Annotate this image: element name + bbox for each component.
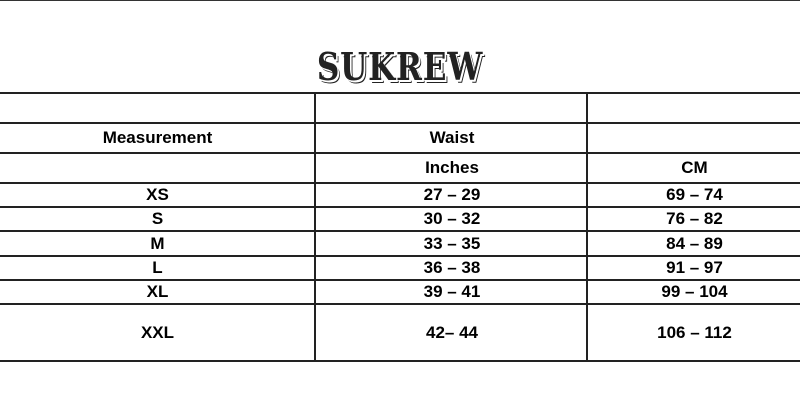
inches-value: 30 – 32 [423, 209, 481, 228]
size-label: L [152, 258, 163, 277]
row-divider [0, 360, 800, 362]
size-label: S [151, 209, 164, 228]
row-divider [0, 122, 800, 124]
brand-logo: SUKREW [316, 44, 484, 89]
inches-value: 33 – 35 [423, 233, 481, 253]
header-measurement: Measurement [102, 128, 213, 147]
row-divider [0, 279, 800, 281]
top-border [0, 0, 800, 1]
row-divider [0, 92, 800, 94]
row-divider [0, 303, 800, 305]
cm-value: 69 – 74 [666, 185, 723, 204]
column-divider [586, 92, 588, 361]
size-label: XXL [140, 322, 175, 342]
size-label: M [150, 233, 165, 253]
inches-value: 27 – 29 [423, 185, 481, 204]
header-inches: Inches [425, 158, 479, 177]
cm-value: 99 – 104 [661, 282, 728, 301]
inches-value: 42– 44 [426, 322, 478, 342]
cm-value: 84 – 89 [666, 233, 723, 253]
inches-value: 36 – 38 [423, 258, 481, 277]
inches-value: 39 – 41 [423, 282, 481, 301]
row-divider [0, 182, 800, 184]
cm-value: 76 – 82 [666, 209, 723, 228]
row-divider [0, 206, 800, 208]
row-divider [0, 152, 800, 154]
size-label: XS [146, 185, 169, 204]
row-divider [0, 230, 800, 232]
cm-value: 106 – 112 [657, 322, 732, 342]
size-label: XL [146, 282, 169, 301]
header-cm: CM [681, 158, 708, 177]
row-divider [0, 255, 800, 257]
cm-value: 91 – 97 [666, 258, 723, 277]
header-waist: Waist [429, 128, 475, 147]
column-divider [314, 92, 316, 361]
